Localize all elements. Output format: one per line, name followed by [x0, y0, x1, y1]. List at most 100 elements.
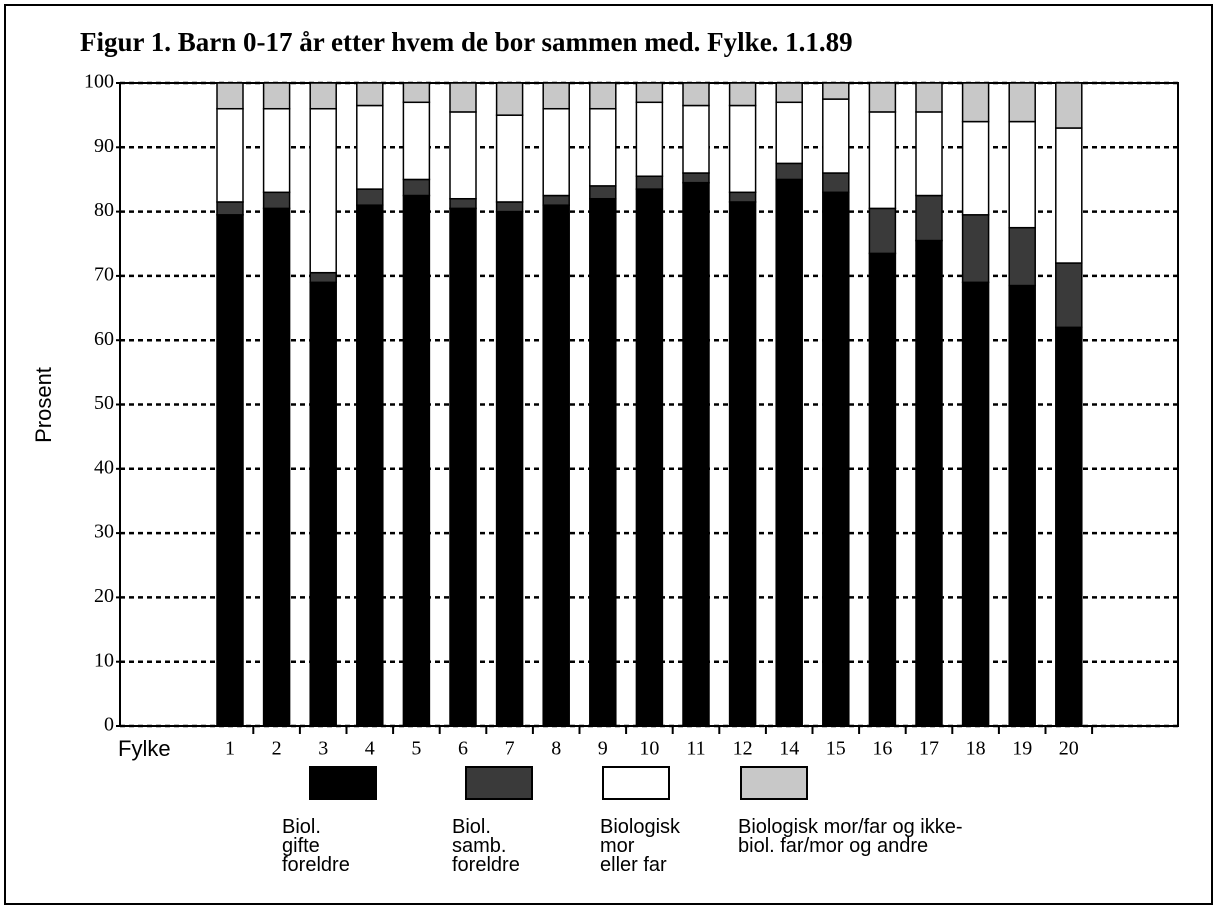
bar-segment — [402, 82, 431, 104]
bar-segment — [635, 188, 664, 727]
y-tick-label: 90 — [94, 135, 114, 157]
bar-segment — [402, 178, 431, 197]
bar-segment — [822, 98, 850, 174]
bar-segment — [728, 191, 757, 203]
bar-segment — [682, 104, 710, 174]
x-tick-label: 7 — [505, 738, 515, 760]
x-tick-label: 11 — [686, 738, 705, 760]
bar-segment — [1055, 82, 1083, 129]
bar-segment — [589, 197, 617, 727]
bar-segment — [822, 82, 850, 100]
bar-segment — [589, 185, 617, 200]
bar-segment — [542, 107, 570, 197]
x-tick-label: 8 — [551, 738, 561, 760]
bar-segment — [635, 175, 664, 190]
bar-segment — [1055, 262, 1083, 329]
bar-segment — [495, 82, 524, 116]
bar-segment — [356, 104, 384, 190]
bar-segment — [682, 181, 710, 727]
bar-segment — [1008, 82, 1036, 123]
bar-segment — [728, 82, 757, 107]
x-tick-label: 5 — [411, 738, 421, 760]
bar-segment — [309, 271, 337, 284]
bar-segment — [262, 191, 291, 210]
bar-segment — [262, 107, 291, 194]
y-tick-label: 0 — [104, 714, 114, 736]
bar-segment — [822, 172, 850, 194]
bar-segment — [356, 188, 384, 206]
legend-swatch — [309, 766, 377, 800]
legend-label: Biol. gifte foreldre — [282, 816, 350, 876]
bar-segment — [915, 111, 943, 197]
y-tick-label: 100 — [84, 71, 114, 93]
bar-segment — [868, 82, 897, 113]
bar-segment — [915, 194, 943, 242]
legend-swatch — [465, 766, 533, 800]
legend-swatch — [740, 766, 808, 800]
bar-segment — [775, 178, 803, 727]
bar-segment — [216, 82, 244, 110]
bar-segment — [915, 82, 943, 113]
bar-segment — [216, 201, 244, 216]
y-tick-label: 80 — [94, 199, 114, 221]
bar-segment — [635, 82, 664, 104]
x-tick-label: 6 — [458, 738, 468, 760]
bar-segment — [216, 107, 244, 203]
bar-segment — [589, 82, 617, 110]
bar-segment — [682, 172, 710, 184]
bar-segment — [915, 239, 943, 727]
legend-label: Biologisk mor/far og ikke-biol. far/mor … — [738, 816, 963, 857]
bar-segment — [542, 194, 570, 206]
y-tick-label: 20 — [94, 585, 114, 607]
bar-segment — [961, 120, 990, 216]
bar-segment — [728, 201, 757, 727]
x-tick-label: 4 — [365, 738, 375, 760]
bar-segment — [775, 82, 803, 104]
bar-segment — [728, 104, 757, 194]
x-axis-label: Fylke — [118, 736, 171, 761]
bar-segment — [542, 82, 570, 110]
bar-segment — [868, 252, 897, 727]
x-tick-label: 9 — [598, 738, 608, 760]
bar-segment — [1055, 127, 1083, 264]
x-tick-label: 14 — [779, 738, 799, 760]
x-tick-label: 10 — [639, 738, 659, 760]
y-tick-label: 30 — [94, 521, 114, 543]
bar-segment — [961, 214, 990, 284]
bar-segment — [1008, 284, 1036, 727]
bar-segment — [309, 107, 337, 274]
bar-segment — [635, 101, 664, 177]
bar-segment — [449, 111, 477, 200]
bar-segment — [449, 197, 477, 210]
bar-segment — [449, 82, 477, 113]
bar-segment — [495, 210, 524, 727]
x-tick-label: 19 — [1012, 738, 1032, 760]
bar-segment — [961, 281, 990, 727]
bar-segment — [495, 201, 524, 213]
bar-segment — [961, 82, 990, 123]
y-tick-label: 60 — [94, 328, 114, 350]
legend-swatch — [602, 766, 670, 800]
bar-segment — [402, 101, 431, 181]
legend-label: Biol. samb. foreldre — [452, 816, 520, 876]
bar-segment — [216, 214, 244, 727]
bar-segment — [542, 204, 570, 727]
x-tick-label: 12 — [733, 738, 753, 760]
y-tick-label: 50 — [94, 392, 114, 414]
frame — [4, 4, 1213, 905]
bar-segment — [682, 82, 710, 107]
bar-segment — [1008, 120, 1036, 229]
chart-title: Figur 1. Barn 0-17 år etter hvem de bor … — [80, 27, 853, 57]
x-tick-label: 16 — [872, 738, 892, 760]
bar-segment — [822, 191, 850, 727]
bar-segment — [402, 194, 431, 727]
x-tick-label: 1 — [225, 738, 235, 760]
bar-segment — [356, 204, 384, 727]
y-tick-label: 40 — [94, 456, 114, 478]
x-tick-label: 15 — [826, 738, 846, 760]
bar-segment — [1008, 226, 1036, 287]
y-axis-label: Prosent — [31, 367, 56, 443]
bar-segment — [868, 111, 897, 210]
bar-segment — [495, 114, 524, 203]
